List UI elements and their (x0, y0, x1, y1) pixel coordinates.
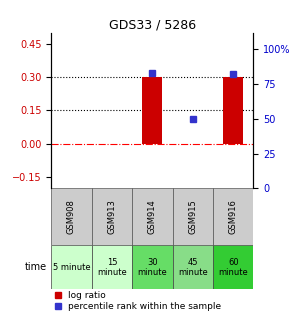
Text: GSM916: GSM916 (229, 199, 238, 234)
Bar (213, 245, 253, 289)
Bar (213, 188, 253, 245)
Bar (51, 245, 92, 289)
Bar (142, 77, 162, 144)
Text: 5 minute: 5 minute (53, 263, 90, 272)
Bar (173, 188, 213, 245)
Text: time: time (24, 262, 46, 272)
Title: GDS33 / 5286: GDS33 / 5286 (109, 19, 196, 31)
Text: GSM913: GSM913 (108, 199, 116, 234)
Text: 30
minute: 30 minute (137, 258, 167, 277)
Bar (132, 188, 173, 245)
Bar (223, 77, 243, 144)
Text: 45
minute: 45 minute (178, 258, 208, 277)
Text: GSM915: GSM915 (188, 199, 197, 234)
Text: GSM914: GSM914 (148, 199, 157, 234)
Bar (132, 245, 173, 289)
Bar (92, 188, 132, 245)
Text: GSM908: GSM908 (67, 199, 76, 234)
Bar (92, 245, 132, 289)
Legend: log ratio, percentile rank within the sample: log ratio, percentile rank within the sa… (56, 291, 221, 311)
Text: 15
minute: 15 minute (97, 258, 127, 277)
Bar (51, 188, 92, 245)
Text: 60
minute: 60 minute (218, 258, 248, 277)
Bar (173, 245, 213, 289)
